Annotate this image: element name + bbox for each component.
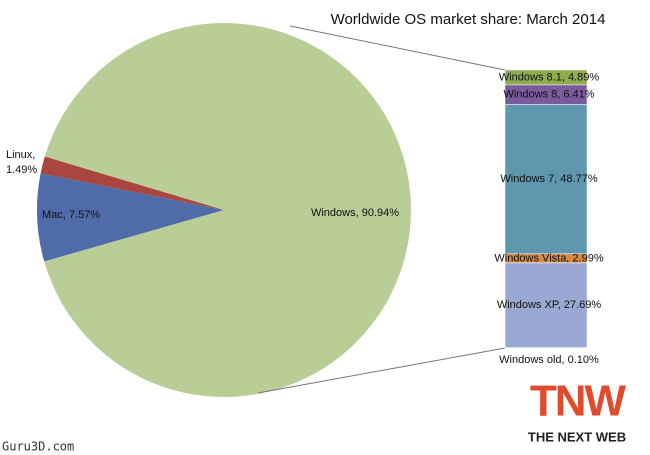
pie-slice <box>44 22 411 398</box>
slice-label: Linux, 1.49% <box>6 149 38 176</box>
watermark: Guru3D.com <box>2 440 74 454</box>
bar-label: Windows old, 0.10% <box>499 354 599 366</box>
bar-segment <box>504 104 588 255</box>
logo-mark: TNW <box>530 377 627 426</box>
pie-slice <box>40 156 225 210</box>
bar-label: Windows 7, 48.77% <box>500 173 597 185</box>
bar-label: Windows Vista, 2.99% <box>494 252 603 264</box>
bar-label: Windows XP, 27.69% <box>497 299 602 311</box>
slice-label: Mac, 7.57% <box>42 209 100 221</box>
pie-slice <box>36 173 224 262</box>
logo-tagline: THE NEXT WEB <box>528 429 626 444</box>
connector <box>257 347 506 394</box>
connector <box>289 25 506 71</box>
bar-label: Windows 8, 6.41% <box>503 89 594 101</box>
chart-title: Worldwide OS market share: March 2014 <box>331 11 606 28</box>
bar-label: Windows 8.1, 4.89% <box>499 71 599 83</box>
slice-label: Windows, 90.94% <box>311 207 399 219</box>
